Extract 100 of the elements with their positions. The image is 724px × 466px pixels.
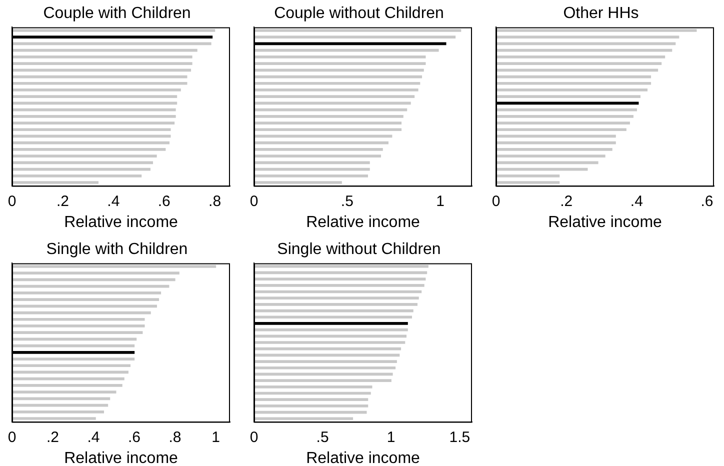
bar: [12, 298, 160, 301]
bar: [254, 62, 426, 65]
bar: [12, 29, 216, 32]
bar: [496, 174, 560, 178]
x-tick-label: .6: [158, 192, 170, 210]
bar: [496, 128, 626, 132]
bar: [254, 128, 402, 132]
bar: [12, 62, 192, 65]
bar: [496, 29, 697, 32]
bar: [12, 174, 142, 178]
bar: [12, 358, 135, 360]
bar: [496, 95, 640, 98]
bar: [496, 88, 648, 92]
x-tick-label: 1: [436, 192, 444, 210]
chart-title: Couple with Children: [43, 5, 191, 22]
bar: [496, 48, 672, 52]
bar: [254, 36, 456, 39]
bar: [254, 174, 368, 178]
x-tick-label: .2: [56, 192, 69, 210]
bar: [12, 68, 192, 72]
x-tick-label: .8: [208, 192, 222, 210]
bar: [12, 304, 157, 308]
bar: [254, 278, 426, 280]
bar: [496, 68, 658, 72]
x-tick-label: .4: [630, 192, 643, 210]
bar: [12, 384, 122, 387]
x-axis-title: Relative income: [64, 450, 178, 466]
bar: [254, 48, 439, 52]
bar: [12, 292, 162, 294]
bar: [254, 181, 342, 184]
x-tick-label: 0: [492, 192, 500, 210]
bar: [496, 114, 634, 118]
x-tick-label: .4: [87, 428, 100, 446]
bar: [12, 284, 170, 288]
bar: [254, 296, 419, 300]
chart-title: Couple without Children: [274, 5, 444, 22]
bar: [12, 364, 130, 368]
x-tick-label: .6: [700, 192, 714, 210]
bar: [12, 56, 192, 58]
bar: [254, 347, 402, 350]
bar: [12, 417, 96, 420]
bar: [12, 148, 166, 151]
x-tick-label: .5: [316, 428, 329, 446]
bar: [12, 122, 175, 124]
x-tick-label: 0: [250, 428, 258, 446]
bar: [254, 148, 383, 151]
bar: [254, 154, 382, 158]
x-tick-label: .4: [107, 192, 120, 210]
bar: [12, 161, 154, 164]
bar: [12, 114, 176, 118]
bar: [12, 88, 181, 92]
bar: [12, 397, 110, 400]
x-axis-title: Relative income: [64, 214, 178, 231]
x-tick-label: 1: [212, 428, 220, 446]
bar: [12, 272, 180, 275]
bar: [254, 88, 418, 92]
x-tick-label: 0: [8, 428, 16, 446]
bar: [496, 181, 560, 184]
bar: [254, 68, 424, 72]
x-axis-title: Relative income: [548, 214, 662, 231]
bar: [496, 36, 680, 39]
bar: [254, 379, 392, 382]
bar: [12, 128, 171, 132]
x-tick-label: 0: [8, 192, 16, 210]
bar: [496, 56, 666, 58]
bar: [254, 341, 406, 344]
x-axis-title: Relative income: [306, 450, 420, 466]
x-tick-label: .8: [168, 428, 182, 446]
bar: [12, 377, 124, 380]
chart-title: Other HHs: [563, 5, 639, 22]
bar: [254, 29, 462, 32]
bar: [254, 82, 420, 85]
bar: [496, 82, 652, 85]
chart-title: Single without Children: [277, 241, 441, 258]
x-tick-label: 1: [386, 428, 396, 446]
bar: [12, 331, 143, 334]
x-axis-title: Relative income: [306, 214, 420, 231]
bar: [12, 154, 157, 158]
bar: [496, 62, 662, 65]
x-tick-label: .2: [46, 428, 60, 446]
x-tick-label: .6: [128, 428, 140, 446]
bar: [12, 141, 170, 144]
bar: [254, 95, 415, 98]
x-tick-label: 0: [250, 192, 258, 210]
bar: [496, 141, 616, 144]
bar: [12, 390, 116, 394]
bar: [254, 360, 397, 363]
bar: [254, 161, 370, 164]
bar: [12, 95, 178, 98]
bar: [496, 122, 630, 124]
bar: [12, 410, 104, 414]
bar: [12, 265, 216, 268]
bar: [496, 148, 612, 151]
bar: [12, 48, 198, 52]
bar: [254, 385, 372, 388]
bar: [254, 417, 354, 420]
chart-title: Single with Children: [46, 241, 188, 258]
bar: [254, 141, 388, 144]
bar: [254, 334, 407, 338]
bar: [12, 324, 145, 328]
